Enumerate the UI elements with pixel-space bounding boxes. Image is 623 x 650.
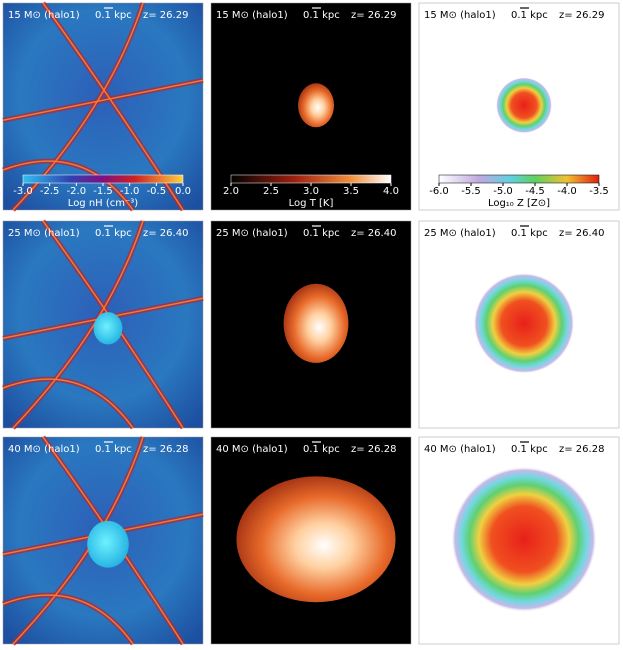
colorbar: [22, 174, 184, 184]
colorbar-tick-label: -1.0: [120, 186, 140, 197]
redshift-label: z= 26.28: [559, 444, 604, 455]
bubble: [93, 312, 123, 345]
filament-core: [2, 378, 134, 429]
redshift-label: z= 26.40: [351, 228, 396, 239]
halo-label: 15 M⊙ (halo1): [424, 10, 496, 21]
filament-core: [2, 79, 204, 122]
halo-label: 40 M⊙ (halo1): [216, 444, 288, 455]
hot-gas: [298, 83, 334, 128]
colorbar-tick-label: -0.5: [147, 186, 167, 197]
colorbar-label: Log₁₀ Z [Z⊙]: [488, 198, 550, 209]
colorbar-tick-label: 2.5: [263, 186, 279, 197]
halo-label: 15 M⊙ (halo1): [216, 10, 288, 21]
redshift-label: z= 26.29: [143, 10, 188, 21]
colorbar: [230, 174, 392, 184]
colorbar-tick-label: -3.5: [589, 186, 609, 197]
redshift-label: z= 26.29: [351, 10, 396, 21]
colorbar-tick-label: -1.5: [93, 186, 113, 197]
halo-label: 40 M⊙ (halo1): [8, 444, 80, 455]
colorbar: [438, 174, 600, 184]
redshift-label: z= 26.40: [143, 228, 188, 239]
scale-label: 0.1 kpc: [511, 444, 548, 455]
redshift-label: z= 26.28: [351, 444, 396, 455]
colorbar-tick-label: -2.0: [67, 186, 87, 197]
scale-label: 0.1 kpc: [303, 228, 340, 239]
colorbar-tick-label: -2.5: [40, 186, 60, 197]
redshift-label: z= 26.28: [143, 444, 188, 455]
halo-label: 25 M⊙ (halo1): [8, 228, 80, 239]
redshift-label: z= 26.29: [559, 10, 604, 21]
scale-label: 0.1 kpc: [95, 10, 132, 21]
colorbar-tick-label: 4.0: [383, 186, 399, 197]
scale-label: 0.1 kpc: [303, 444, 340, 455]
hot-gas: [236, 476, 396, 603]
scale-label: 0.1 kpc: [511, 10, 548, 21]
halo-label: 40 M⊙ (halo1): [424, 444, 496, 455]
colorbar-tick-label: -6.0: [429, 186, 449, 197]
colorbar-label: Log T [K]: [289, 198, 334, 209]
metal-region: [473, 272, 575, 374]
halo-label: 15 M⊙ (halo1): [8, 10, 80, 21]
filament-core: [2, 594, 134, 645]
scale-label: 0.1 kpc: [511, 228, 548, 239]
colorbar-tick-label: 3.5: [343, 186, 359, 197]
colorbar-tick-label: -4.0: [557, 186, 577, 197]
halo-label: 25 M⊙ (halo1): [216, 228, 288, 239]
colorbar-tick-label: 2.0: [223, 186, 239, 197]
colorbar-tick-label: -3.0: [13, 186, 33, 197]
colorbar-tick-label: -5.0: [493, 186, 513, 197]
colorbar-tick-label: 3.0: [303, 186, 319, 197]
metal-region: [496, 77, 552, 134]
bubble: [87, 520, 129, 568]
halo-label: 25 M⊙ (halo1): [424, 228, 496, 239]
colorbar-label: Log nH (cm⁻³): [68, 198, 139, 209]
hot-gas: [283, 283, 349, 363]
metal-region: [451, 466, 597, 613]
filament-core: [12, 2, 144, 211]
colorbar-tick-label: 0.0: [175, 186, 191, 197]
filament-core: [12, 220, 144, 429]
filament-core: [2, 160, 134, 211]
colorbar-tick-label: -4.5: [525, 186, 545, 197]
redshift-label: z= 26.40: [559, 228, 604, 239]
scale-label: 0.1 kpc: [95, 444, 132, 455]
scale-label: 0.1 kpc: [303, 10, 340, 21]
colorbar-tick-label: -5.5: [461, 186, 481, 197]
panel-image: [418, 220, 620, 429]
scale-label: 0.1 kpc: [95, 228, 132, 239]
